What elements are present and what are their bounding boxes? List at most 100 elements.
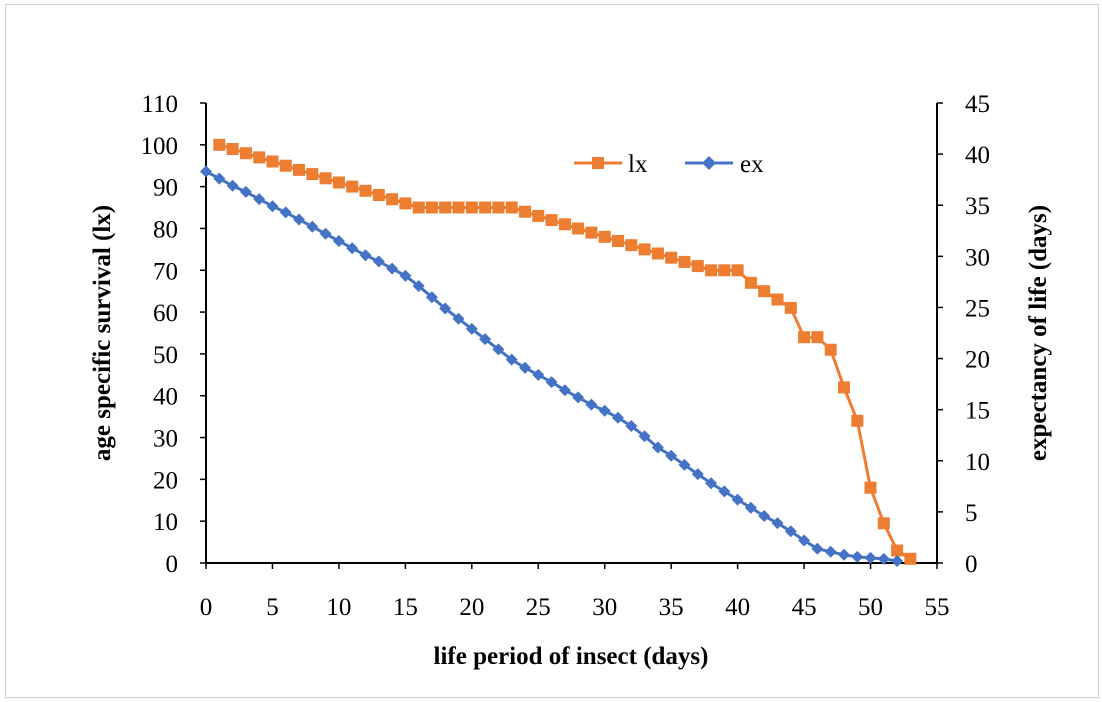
chart-frame — [5, 4, 1099, 698]
data-point-ex — [758, 510, 771, 522]
data-point-lx — [439, 201, 452, 214]
data-point-ex — [239, 185, 252, 198]
data-point-lx — [891, 544, 904, 557]
x-tick-label: 40 — [725, 594, 750, 621]
data-point-ex — [612, 411, 624, 424]
data-point-lx — [771, 293, 784, 306]
y-right-tick-label: 5 — [965, 500, 978, 527]
data-point-ex — [651, 441, 664, 454]
data-point-ex — [386, 262, 399, 275]
data-point-ex — [226, 179, 239, 192]
data-point-ex — [824, 545, 837, 558]
data-point-ex — [771, 517, 784, 530]
data-point-lx — [851, 414, 864, 427]
y-left-tick-label: 70 — [153, 258, 178, 285]
x-tick-label: 50 — [858, 594, 883, 621]
data-point-ex — [678, 458, 691, 471]
x-tick-label: 15 — [393, 594, 418, 621]
data-point-ex — [505, 353, 518, 366]
data-point-lx — [346, 180, 359, 193]
data-point-ex — [798, 534, 811, 547]
data-point-ex — [851, 550, 864, 563]
y-right-axis-ticks: 0 5 10 15 20 25 30 35 40 45 — [937, 91, 990, 578]
data-point-ex — [439, 302, 452, 315]
data-point-lx — [744, 276, 757, 289]
data-point-lx — [784, 301, 797, 314]
legend-lx-marker — [592, 157, 604, 169]
data-point-lx — [479, 201, 492, 214]
y-right-tick-label: 15 — [965, 398, 990, 425]
data-point-ex — [625, 420, 638, 432]
data-point-ex — [877, 552, 890, 565]
data-point-ex — [213, 172, 226, 185]
data-point-lx — [638, 243, 651, 256]
data-point-lx — [665, 251, 678, 264]
y-right-tick-label: 30 — [965, 244, 990, 271]
data-point-lx — [412, 201, 425, 214]
x-tick-label: 45 — [792, 594, 817, 621]
data-point-ex — [598, 404, 611, 417]
data-point-ex — [811, 542, 824, 555]
x-tick-label: 25 — [526, 594, 551, 621]
data-point-ex — [200, 165, 212, 178]
y-left-tick-label: 90 — [153, 175, 178, 202]
data-point-lx — [253, 151, 266, 164]
x-tick-label: 5 — [266, 594, 279, 621]
y-left-axis-ticks: 0 10 20 30 40 50 60 70 80 90 100 110 — [141, 91, 206, 578]
data-point-ex — [279, 206, 292, 219]
y-left-axis-title: age specific survival (lx) — [89, 205, 116, 461]
data-point-ex — [731, 493, 744, 506]
x-tick-label: 55 — [925, 594, 950, 621]
data-point-lx — [705, 264, 718, 277]
data-point-ex — [532, 368, 545, 381]
y-right-tick-label: 45 — [965, 91, 990, 118]
data-point-ex — [465, 322, 478, 335]
data-point-lx — [359, 184, 372, 197]
data-point-ex — [346, 242, 359, 255]
data-point-lx — [213, 138, 226, 151]
data-point-lx — [798, 331, 811, 344]
data-point-lx — [718, 264, 731, 277]
data-point-ex — [691, 468, 704, 481]
data-point-ex — [744, 501, 757, 514]
legend-ex-label: ex — [740, 151, 764, 178]
x-tick-label: 30 — [592, 594, 617, 621]
data-point-lx — [399, 197, 412, 210]
x-tick-label: 0 — [200, 594, 213, 621]
y-left-tick-label: 80 — [153, 216, 178, 243]
data-point-ex — [665, 449, 678, 462]
y-left-tick-label: 40 — [153, 384, 178, 411]
data-point-lx — [266, 155, 279, 168]
series-layer — [200, 138, 917, 567]
data-point-lx — [386, 193, 399, 206]
y-right-tick-label: 10 — [965, 449, 990, 476]
data-point-lx — [585, 226, 598, 239]
data-point-ex — [891, 555, 904, 567]
data-point-lx — [293, 163, 305, 176]
data-point-lx — [598, 230, 611, 243]
data-point-ex — [585, 398, 598, 411]
data-point-ex — [306, 220, 319, 233]
data-point-ex — [705, 477, 718, 490]
x-axis-ticks: 0 5 10 15 20 25 30 35 40 45 50 55 — [200, 563, 950, 621]
y-left-tick-label: 20 — [153, 467, 178, 494]
data-point-ex — [638, 430, 651, 443]
data-point-lx — [532, 209, 545, 222]
data-point-lx — [731, 264, 744, 277]
data-point-lx — [811, 331, 824, 344]
data-point-lx — [279, 159, 292, 172]
data-point-lx — [864, 481, 877, 494]
data-point-ex — [784, 525, 797, 538]
data-point-ex — [293, 213, 305, 226]
data-point-lx — [838, 381, 850, 394]
data-point-ex — [319, 227, 332, 240]
data-point-lx — [612, 235, 624, 247]
data-point-ex — [412, 280, 425, 292]
y-left-tick-label: 100 — [141, 133, 179, 160]
data-point-lx — [572, 222, 585, 235]
y-right-tick-label: 35 — [965, 193, 990, 220]
series-line-lx — [218, 143, 912, 561]
legend-lx-label: lx — [628, 151, 648, 178]
x-tick-label: 10 — [326, 594, 351, 621]
